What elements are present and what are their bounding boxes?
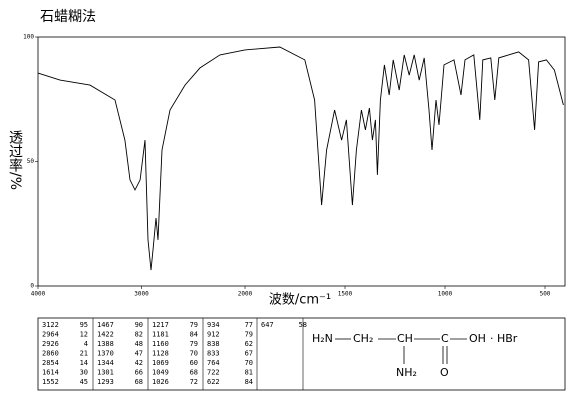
peak-transmittance: 62 [245, 340, 253, 348]
x-tick-label: 3000 [134, 291, 149, 298]
x-tick-label: 2000 [238, 291, 253, 298]
x-tick-label: 4000 [31, 291, 46, 298]
peak-wavenumber: 1301 [97, 369, 114, 377]
peak-transmittance: 84 [190, 331, 198, 339]
plot-frame [37, 36, 566, 287]
peak-transmittance: 67 [245, 350, 253, 358]
peak-wavenumber: 934 [207, 321, 220, 329]
x-axis-label: 波数/cm⁻¹ [269, 293, 331, 308]
peak-transmittance: 45 [80, 378, 88, 386]
peak-wavenumber: 722 [207, 369, 220, 377]
peak-wavenumber: 1049 [152, 369, 169, 377]
peak-transmittance: 42 [135, 359, 143, 367]
y-tick-label: 50 [27, 158, 35, 165]
peak-transmittance: 81 [245, 369, 253, 377]
x-tick-label: 1500 [338, 291, 353, 298]
peak-wavenumber: 647 [261, 321, 274, 329]
peak-transmittance: 90 [135, 321, 143, 329]
peak-transmittance: 12 [80, 331, 88, 339]
group: · HBr [490, 332, 518, 345]
group: C [441, 332, 449, 345]
y-axis-label: 透过率/% [7, 130, 23, 190]
group: OH [469, 332, 486, 345]
peak-wavenumber: 838 [207, 340, 220, 348]
peak-transmittance: 48 [135, 340, 143, 348]
peak-wavenumber: 1128 [152, 350, 169, 358]
peak-wavenumber: 1614 [42, 369, 59, 377]
peak-transmittance: 79 [190, 340, 198, 348]
group: CH₂ [353, 332, 373, 345]
peak-transmittance: 60 [190, 359, 198, 367]
peak-transmittance: 95 [80, 321, 88, 329]
peak-wavenumber: 1422 [97, 331, 114, 339]
peak-transmittance: 68 [135, 378, 143, 386]
peak-wavenumber: 833 [207, 350, 220, 358]
x-tick-label: 1000 [438, 291, 453, 298]
group: H₂N [312, 332, 333, 345]
x-tick-label: 500 [540, 291, 551, 298]
group: CH [397, 332, 413, 345]
y-tick-label: 100 [23, 34, 34, 41]
peak-wavenumber: 1370 [97, 350, 114, 358]
peak-wavenumber: 764 [207, 359, 220, 367]
peak-transmittance: 21 [80, 350, 88, 358]
chart-title: 石蜡糊法 [40, 9, 96, 25]
peak-transmittance: 70 [245, 359, 253, 367]
peak-wavenumber: 1388 [97, 340, 114, 348]
peak-wavenumber: 1552 [42, 378, 59, 386]
group: NH₂ [396, 366, 417, 379]
peak-wavenumber: 1069 [152, 359, 169, 367]
peak-transmittance: 72 [190, 378, 198, 386]
peak-wavenumber: 1344 [97, 359, 114, 367]
y-tick-label: 0 [30, 283, 34, 290]
peak-wavenumber: 2860 [42, 350, 59, 358]
peak-wavenumber: 912 [207, 331, 220, 339]
peak-transmittance: 82 [135, 331, 143, 339]
peak-wavenumber: 2854 [42, 359, 59, 367]
peak-wavenumber: 1181 [152, 331, 169, 339]
structure: H₂N CH₂ CH C OH · HBr NH₂ O [312, 332, 518, 379]
peak-transmittance: 79 [245, 331, 253, 339]
peak-wavenumber: 1293 [97, 378, 114, 386]
peak-wavenumber: 1026 [152, 378, 169, 386]
peak-transmittance: 4 [84, 340, 88, 348]
peak-wavenumber: 1217 [152, 321, 169, 329]
peak-transmittance: 30 [80, 369, 88, 377]
peak-wavenumber: 2964 [42, 331, 59, 339]
peak-wavenumber: 622 [207, 378, 220, 386]
group: O [440, 366, 449, 379]
spectrum-line [37, 46, 564, 271]
peak-wavenumber: 3122 [42, 321, 59, 329]
peak-transmittance: 79 [190, 321, 198, 329]
peak-transmittance: 68 [190, 369, 198, 377]
table-frame [37, 317, 566, 391]
peak-wavenumber: 1467 [97, 321, 114, 329]
peak-transmittance: 70 [190, 350, 198, 358]
peak-wavenumber: 1160 [152, 340, 169, 348]
peak-transmittance: 58 [299, 321, 307, 329]
peak-transmittance: 14 [80, 359, 88, 367]
table-dividers [92, 318, 304, 390]
peak-transmittance: 47 [135, 350, 143, 358]
peak-transmittance: 77 [245, 321, 253, 329]
peak-transmittance: 66 [135, 369, 143, 377]
peak-transmittance: 84 [245, 378, 253, 386]
peak-wavenumber: 2926 [42, 340, 59, 348]
